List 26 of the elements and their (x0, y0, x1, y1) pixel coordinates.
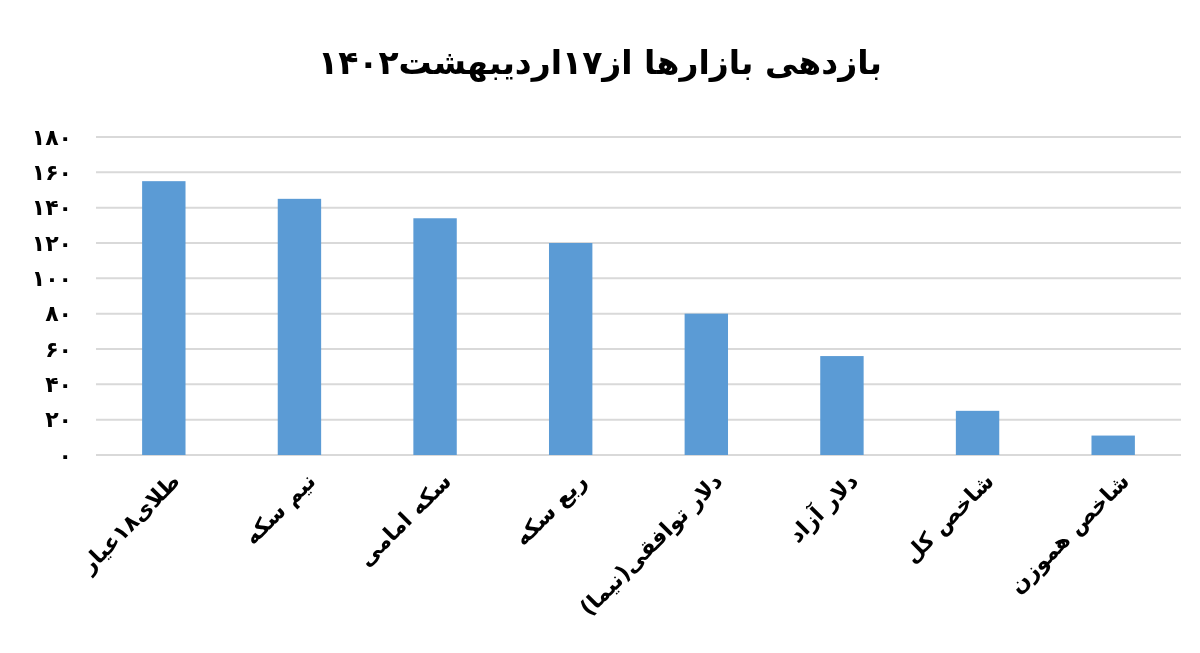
x-tick-label: دلار آزاد (782, 466, 863, 548)
bar (684, 313, 729, 455)
x-tick-label: نیم سکه (239, 468, 321, 550)
bar (548, 243, 593, 455)
x-tick-label: ربع سکه (509, 468, 593, 552)
bar (277, 198, 322, 455)
y-tick-label: ۱۲۰ (31, 230, 72, 256)
bar (142, 181, 186, 455)
x-tick-label: سکه امامی (352, 468, 457, 572)
y-tick-label: ۴۰ (45, 372, 72, 398)
x-tick-label: طلای۱۸عیار (74, 468, 185, 579)
chart-title: بازدهی بازارها از۱۷اردیبهشت۱۴۰۲ (318, 43, 882, 83)
x-tick-label: شاخص هموزن (1004, 468, 1135, 599)
x-tick-label: شاخص کل (898, 468, 999, 568)
bar (955, 410, 1000, 455)
y-tick-label: ۶۰ (45, 336, 72, 362)
y-tick-label: ۰ (58, 442, 72, 468)
y-tick-label: ۲۰ (45, 407, 72, 433)
y-tick-label: ۱۴۰ (31, 195, 72, 221)
y-tick-label: ۸۰ (45, 301, 72, 327)
bar (413, 218, 457, 455)
y-tick-label: ۱۸۰ (31, 124, 72, 150)
y-tick-label: ۱۶۰ (31, 160, 72, 186)
y-tick-label: ۱۰۰ (31, 266, 72, 292)
bar (1091, 435, 1135, 455)
bar (820, 356, 864, 455)
